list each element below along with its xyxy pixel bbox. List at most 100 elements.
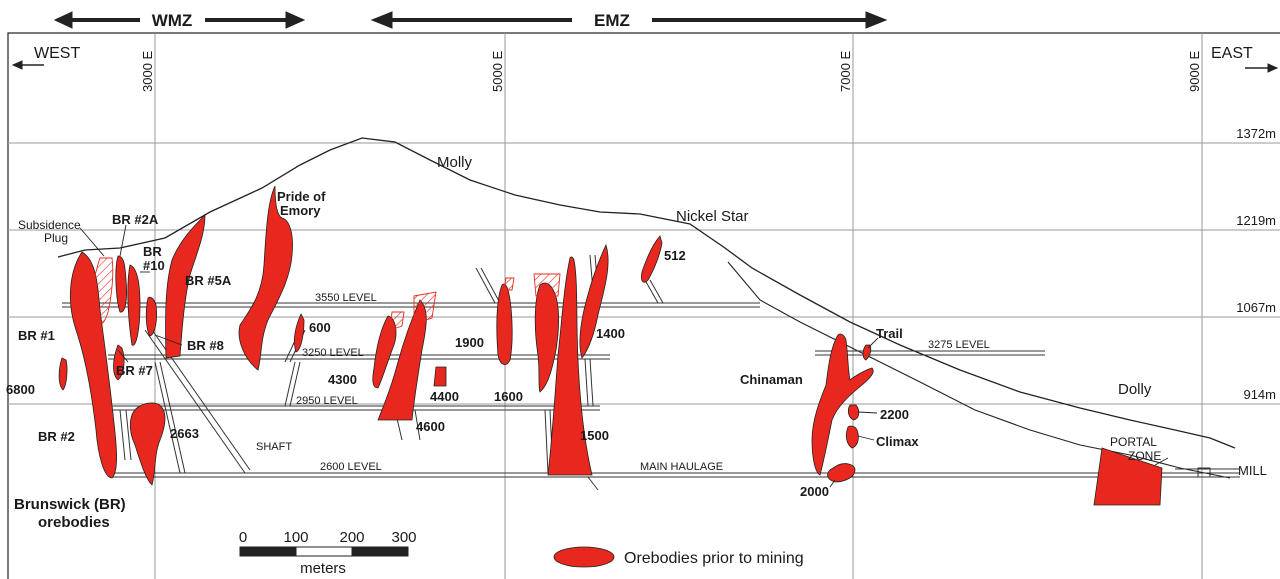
scale-tick-300: 300 xyxy=(391,529,416,546)
orebody-pride-of-emory xyxy=(238,185,293,371)
mined-area-1600 xyxy=(533,273,561,297)
label-1500: 1500 xyxy=(580,428,609,443)
grid xyxy=(8,33,1280,579)
orebody-2000 xyxy=(827,463,856,483)
level-2600-label: 2600 LEVEL xyxy=(320,461,382,473)
orebody-1400 xyxy=(579,243,609,359)
scale-tick-200: 200 xyxy=(339,529,364,546)
mined-out-areas xyxy=(91,257,561,331)
scale-tick-0: 0 xyxy=(239,529,247,546)
orebody-1900 xyxy=(496,283,513,365)
orebody-chinaman xyxy=(811,333,874,476)
elevation-1067: 1067m xyxy=(1236,300,1276,315)
shaft-line-a xyxy=(144,329,246,474)
orebody-br2a xyxy=(115,255,128,313)
label-4300: 4300 xyxy=(328,372,357,387)
level-3250-label: 3250 LEVEL xyxy=(302,347,364,359)
label-br10-a: BR xyxy=(143,244,162,259)
subsidence-plug-area xyxy=(91,257,114,326)
orebodies xyxy=(58,185,1163,506)
scale-tick-100: 100 xyxy=(283,529,308,546)
label-emory: Emory xyxy=(280,203,321,218)
level-3275-label: 3275 LEVEL xyxy=(928,339,990,351)
main-haulage-label: MAIN HAULAGE xyxy=(640,461,723,473)
molly-label: Molly xyxy=(437,154,473,171)
orebody-1600 xyxy=(534,282,560,393)
lower-surface-line xyxy=(727,261,1231,479)
mined-area-4300 xyxy=(389,311,405,331)
east-arrow-icon xyxy=(1245,63,1279,73)
orebody-4400 xyxy=(433,366,447,387)
orebody-512 xyxy=(641,235,663,283)
west-label: WEST xyxy=(34,45,80,62)
orebody-600 xyxy=(293,313,305,353)
legend-orebody-swatch xyxy=(553,546,615,568)
label-4600: 4600 xyxy=(416,419,445,434)
scale-unit: meters xyxy=(300,560,346,577)
section-frame xyxy=(7,32,1280,579)
label-br8: BR #8 xyxy=(187,338,224,353)
label-pride-of: Pride of xyxy=(277,189,326,204)
label-4400: 4400 xyxy=(430,389,459,404)
shaft-label: SHAFT xyxy=(256,441,292,453)
label-br2a: BR #2A xyxy=(112,212,159,227)
label-600: 600 xyxy=(309,320,331,335)
orebody-1500 xyxy=(547,256,593,476)
level-3550-label: 3550 LEVEL xyxy=(315,292,377,304)
label-6800: 6800 xyxy=(6,382,35,397)
elevation-1372: 1372m xyxy=(1236,126,1276,141)
label-trail: Trail xyxy=(876,326,903,341)
label-orebodies: orebodies xyxy=(38,514,110,531)
orebody-br10 xyxy=(127,264,141,346)
easting-7000: 7000 E xyxy=(838,50,853,92)
label-2200: 2200 xyxy=(880,407,909,422)
orebody-portal-zone xyxy=(1093,447,1163,506)
zone-label: ZONE xyxy=(1128,449,1161,463)
subsidence-label: Subsidence xyxy=(18,218,81,232)
mined-area-1900 xyxy=(503,277,515,291)
scale-bar: 0 100 200 300 meters xyxy=(239,529,417,577)
label-2000: 2000 xyxy=(800,484,829,499)
mine-workings xyxy=(62,254,1240,491)
orebody-climax xyxy=(845,425,859,449)
nickel-star-label: Nickel Star xyxy=(676,208,749,225)
label-2663: 2663 xyxy=(170,426,199,441)
wmz-label: WMZ xyxy=(152,11,193,30)
label-chinaman: Chinaman xyxy=(740,372,803,387)
portal-label: PORTAL xyxy=(1110,435,1157,449)
level-2950-label: 2950 LEVEL xyxy=(296,395,358,407)
legend-label: Orebodies prior to mining xyxy=(624,550,804,567)
plug-label: Plug xyxy=(44,231,68,245)
topography-line xyxy=(57,137,1236,449)
mined-area-4600 xyxy=(413,291,437,325)
orebody-2663 xyxy=(129,402,166,486)
easting-9000: 9000 E xyxy=(1187,50,1202,92)
elevation-914: 914m xyxy=(1243,387,1276,402)
orebody-2200 xyxy=(847,404,860,421)
label-br1: BR #1 xyxy=(18,328,55,343)
zone-arrows xyxy=(53,11,888,29)
orebody-4600 xyxy=(377,299,427,421)
label-br2: BR #2 xyxy=(38,429,75,444)
label-br7: BR #7 xyxy=(116,363,153,378)
dolly-label: Dolly xyxy=(1118,381,1152,398)
label-1900: 1900 xyxy=(455,335,484,350)
label-1400: 1400 xyxy=(596,326,625,341)
label-br5a: BR #5A xyxy=(185,273,232,288)
leader-lines xyxy=(79,224,1169,488)
label-br10-b: #10 xyxy=(143,258,165,273)
orebody-4300 xyxy=(372,315,397,389)
label-1600: 1600 xyxy=(494,389,523,404)
easting-3000: 3000 E xyxy=(140,50,155,92)
mill-label: MILL xyxy=(1238,463,1267,478)
orebody-br5a xyxy=(165,214,206,359)
label-512: 512 xyxy=(664,248,686,263)
orebody-6800 xyxy=(58,357,68,391)
label-brunswick: Brunswick (BR) xyxy=(14,496,126,513)
east-label: EAST xyxy=(1211,45,1253,62)
label-climax: Climax xyxy=(876,434,919,449)
emz-label: EMZ xyxy=(594,11,630,30)
elevation-1219: 1219m xyxy=(1236,213,1276,228)
